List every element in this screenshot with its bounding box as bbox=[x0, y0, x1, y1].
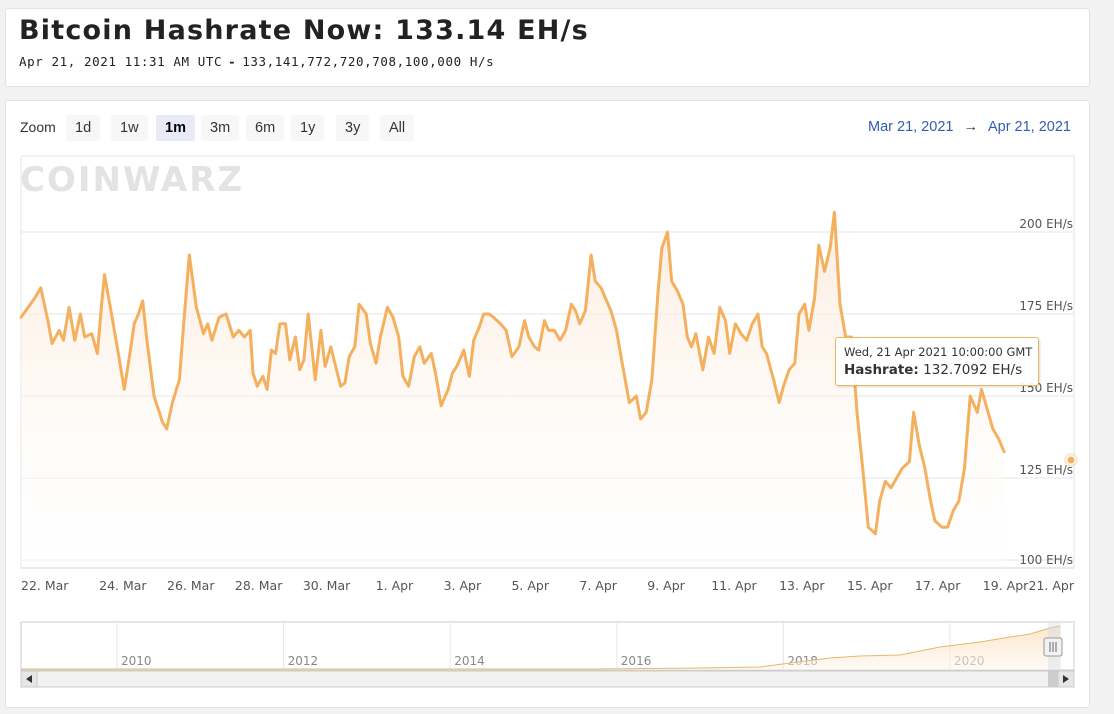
scrollbar[interactable] bbox=[20, 670, 1075, 688]
zoom-3y-button[interactable]: 3y bbox=[336, 115, 370, 141]
x-axis-labels: 22. Mar 24. Mar 26. Mar 28. Mar 30. Mar 1. Ap… bbox=[21, 578, 1075, 593]
range-from-date[interactable]: Mar 21, 2021 bbox=[868, 119, 954, 135]
x-tick-label: 3. Apr bbox=[444, 578, 482, 593]
x-tick-label: 22. Mar bbox=[21, 578, 69, 593]
tooltip-date: Wed, 21 Apr 2021 10:00:00 GMT bbox=[844, 345, 1033, 359]
area-fill-layer bbox=[21, 212, 1005, 569]
zoom-1w-button[interactable]: 1w bbox=[111, 115, 148, 141]
series-line-hashrate bbox=[19, 210, 1006, 536]
series-area bbox=[21, 212, 1005, 569]
zoom-1y-button[interactable]: 1y bbox=[291, 115, 325, 141]
x-tick-label: 17. Apr bbox=[915, 578, 961, 593]
zoom-all-button[interactable]: All bbox=[380, 115, 415, 141]
x-tick-label: 19. Apr bbox=[983, 578, 1029, 593]
page-title: Bitcoin Hashrate Now: 133.14 EH/s bbox=[19, 15, 589, 46]
header-subtitle: Apr 21, 2021 11:31 AM UTC -133,141,772,72… bbox=[19, 54, 494, 69]
tooltip-value: 132.7092 EH/s bbox=[923, 362, 1023, 378]
y-tick-label: 175 EH/s bbox=[1019, 299, 1073, 313]
navigator-year-label: 2012 bbox=[288, 654, 319, 668]
navigator-line bbox=[21, 625, 1061, 670]
navigator-area bbox=[21, 626, 1060, 670]
zoom-3m-button[interactable]: 3m bbox=[201, 115, 240, 141]
x-tick-label: 7. Apr bbox=[579, 578, 617, 593]
zoom-6m-button[interactable]: 6m bbox=[246, 115, 285, 141]
range-to-date[interactable]: Apr 21, 2021 bbox=[987, 119, 1071, 135]
zoom-1d-button[interactable]: 1d bbox=[66, 115, 101, 141]
range-arrow: → bbox=[963, 119, 978, 135]
zoom-label: Zoom bbox=[20, 119, 56, 135]
x-tick-label: 5. Apr bbox=[511, 578, 549, 593]
navigator-year-label: 2014 bbox=[454, 654, 485, 668]
watermark-logo: COINWARZ bbox=[20, 160, 244, 200]
x-tick-label: 15. Apr bbox=[847, 578, 893, 593]
hover-point[interactable] bbox=[1066, 455, 1076, 465]
y-tick-label: 200 EH/s bbox=[1019, 217, 1073, 231]
tooltip-label: Hashrate: bbox=[844, 362, 919, 378]
x-tick-label: 13. Apr bbox=[779, 578, 825, 593]
tooltip-value-row: Hashrate: 132.7092 EH/s bbox=[844, 362, 1022, 378]
tooltip: Wed, 21 Apr 2021 10:00:00 GMT Hashrate: … bbox=[835, 337, 1039, 386]
x-tick-label: 26. Mar bbox=[167, 578, 215, 593]
scroll-left-arrow-icon bbox=[26, 675, 32, 683]
date-range: Mar 21, 2021 → Apr 21, 2021 bbox=[868, 119, 1071, 135]
separator: - bbox=[228, 54, 237, 69]
x-tick-label: 24. Mar bbox=[99, 578, 147, 593]
x-tick-label: 9. Apr bbox=[647, 578, 685, 593]
header-card: Bitcoin Hashrate Now: 133.14 EH/s Apr 21… bbox=[5, 8, 1090, 87]
x-tick-label: 30. Mar bbox=[303, 578, 351, 593]
scrollbar-track[interactable] bbox=[20, 670, 1075, 688]
scroll-right-arrow-icon bbox=[1063, 675, 1069, 683]
navigator-year-label: 2010 bbox=[121, 654, 152, 668]
y-tick-label: 125 EH/s bbox=[1019, 463, 1073, 477]
zoom-1m-button[interactable]: 1m bbox=[156, 115, 195, 141]
scrollbar-thumb[interactable] bbox=[1048, 671, 1058, 687]
x-tick-label: 11. Apr bbox=[711, 578, 757, 593]
navigator[interactable]: 201020122014201620182020 bbox=[20, 621, 1075, 671]
x-tick-label: 28. Mar bbox=[235, 578, 283, 593]
series-line-layer bbox=[19, 210, 1006, 536]
y-tick-label: 100 EH/s bbox=[1019, 553, 1073, 567]
hashrate-full-text: 133,141,772,720,708,100,000 H/s bbox=[242, 54, 495, 69]
x-tick-label: 21. Apr bbox=[1029, 578, 1075, 593]
x-tick-label: 1. Apr bbox=[376, 578, 414, 593]
navigator-year-label: 2016 bbox=[621, 654, 652, 668]
timestamp-text: Apr 21, 2021 11:31 AM UTC bbox=[19, 54, 223, 69]
